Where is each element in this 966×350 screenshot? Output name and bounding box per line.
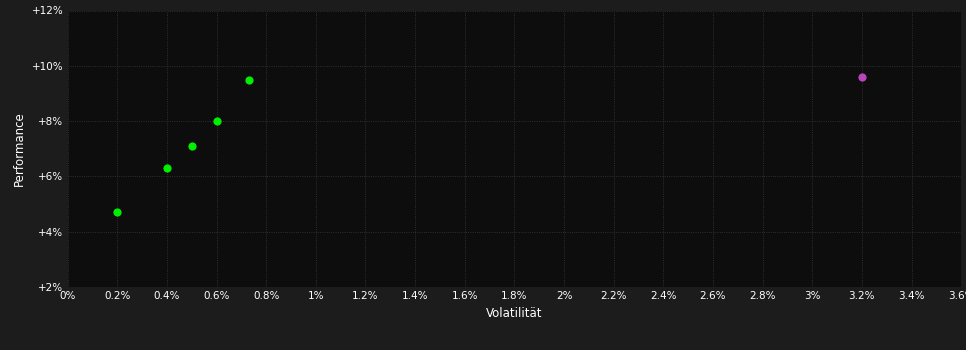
Point	[209, 118, 224, 124]
X-axis label: Volatilität: Volatilität	[486, 307, 543, 320]
Point	[109, 210, 125, 215]
Y-axis label: Performance: Performance	[14, 111, 26, 186]
Point	[184, 143, 199, 149]
Point	[854, 74, 869, 80]
Point	[159, 165, 175, 171]
Point	[242, 77, 257, 83]
